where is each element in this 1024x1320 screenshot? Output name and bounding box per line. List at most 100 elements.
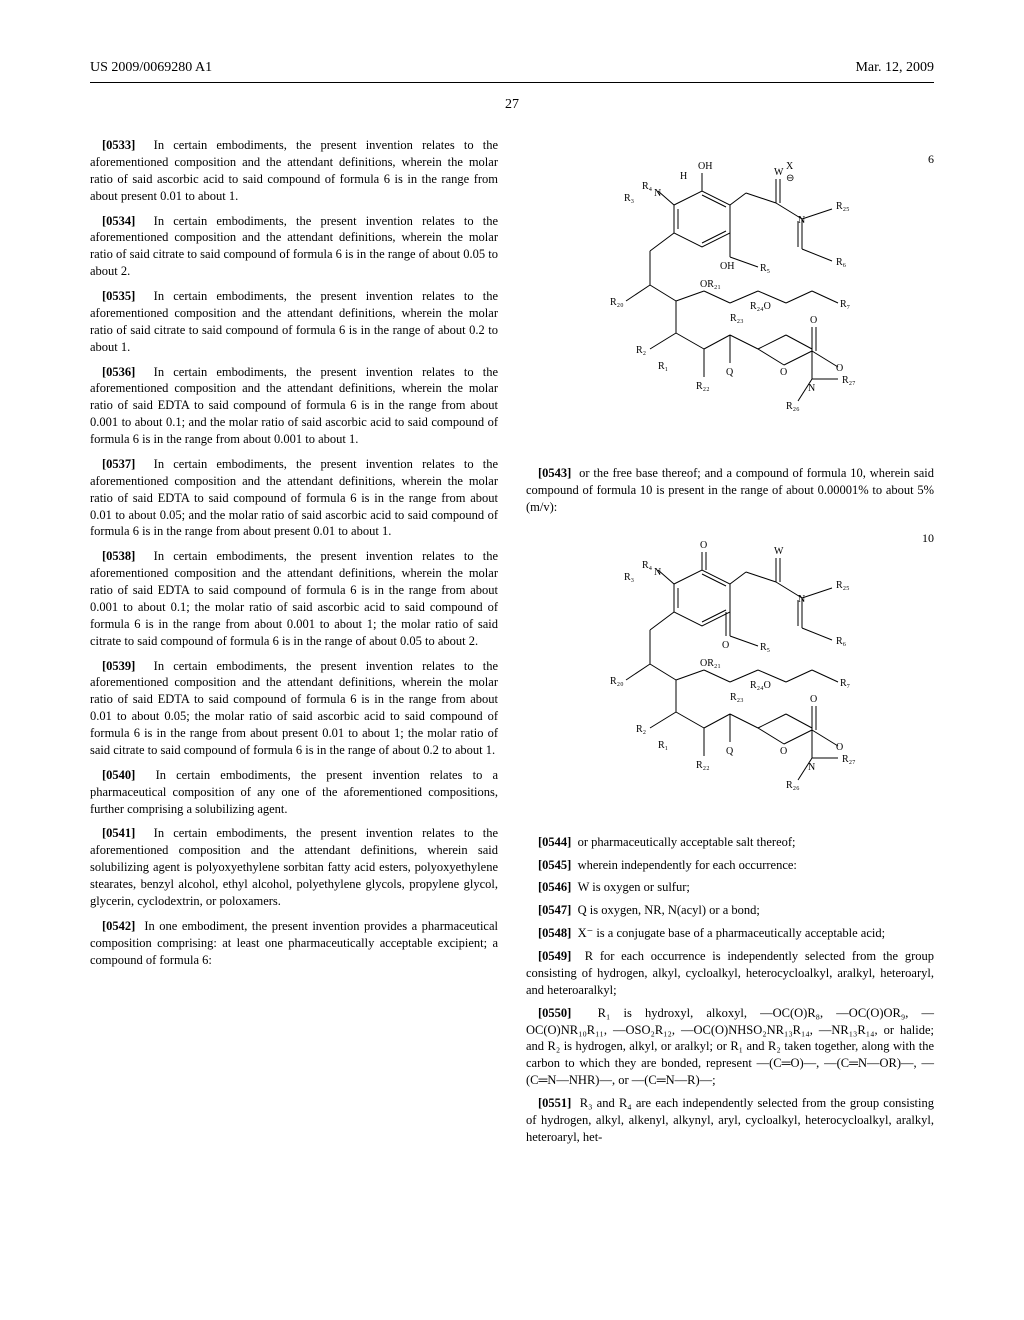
svg-text:R₃: R₃ [624,572,634,583]
svg-text:R₂₇: R₂₇ [842,375,856,386]
paragraph: [0546] W is oxygen or sulfur; [526,879,934,896]
para-text: Q is oxygen, NR, N(acyl) or a bond; [578,903,760,917]
svg-text:W: W [774,546,784,557]
svg-text:R₁: R₁ [658,361,668,372]
paragraph: [0550] R₁ is hydroxyl, alkoxyl, —OC(O)R₈… [526,1005,934,1089]
svg-text:R₂₅: R₂₅ [836,201,850,212]
svg-text:O: O [836,363,843,374]
para-text: R₃ and R₄ are each independently selecte… [526,1096,934,1144]
svg-text:R₂₆: R₂₆ [786,780,800,791]
para-num: [0533] [102,138,135,152]
paragraph: [0551] R₃ and R₄ are each independently … [526,1095,934,1146]
para-num: [0534] [102,214,135,228]
para-num: [0545] [538,858,571,872]
para-text: wherein independently for each occurrenc… [578,858,797,872]
svg-text:R₂₇: R₂₇ [842,754,856,765]
molecule-icon: R₄ H OH X ⊖ R₃ N W R₂₅ N OH R₅ R₆ [580,151,880,451]
paragraph: [0542] In one embodiment, the present in… [90,918,498,969]
svg-text:R₂: R₂ [636,724,646,735]
para-text: R for each occurrence is independently s… [526,949,934,997]
para-num: [0539] [102,659,135,673]
svg-text:OR₂₁: OR₂₁ [700,279,721,290]
paragraph: [0533] In certain embodiments, the prese… [90,137,498,205]
para-num: [0548] [538,926,571,940]
svg-text:R₂₆: R₂₆ [786,401,800,412]
para-text: In one embodiment, the present invention… [90,919,498,967]
svg-text:R₂₂: R₂₂ [696,760,710,771]
svg-text:N: N [654,567,661,578]
paragraph: [0536] In certain embodiments, the prese… [90,364,498,448]
para-num: [0540] [102,768,135,782]
para-text: or pharmaceutically acceptable salt ther… [578,835,796,849]
svg-text:R₄: R₄ [642,181,653,192]
para-num: [0536] [102,365,135,379]
para-num: [0549] [538,949,571,963]
para-num: [0550] [538,1006,571,1020]
paragraph: [0544] or pharmaceutically acceptable sa… [526,834,934,851]
para-num: [0543] [538,466,571,480]
page-number: 27 [90,97,934,113]
svg-text:N: N [654,188,661,199]
svg-text:R₇: R₇ [840,299,850,310]
svg-text:⊖: ⊖ [786,173,794,184]
svg-text:O: O [810,694,817,705]
svg-text:O: O [780,367,787,378]
para-num: [0547] [538,903,571,917]
right-column: 6 [526,137,934,1152]
svg-text:R₂₃: R₂₃ [730,313,744,324]
paragraph: [0547] Q is oxygen, NR, N(acyl) or a bon… [526,902,934,919]
svg-text:O: O [700,540,707,551]
paragraph: [0545] wherein independently for each oc… [526,857,934,874]
header-rule [90,82,934,83]
two-column-layout: [0533] In certain embodiments, the prese… [90,137,934,1152]
para-num: [0538] [102,549,135,563]
para-text: or the free base thereof; and a compound… [526,466,934,514]
svg-text:R₅: R₅ [760,263,770,274]
svg-text:R₁: R₁ [658,740,668,751]
para-text: In certain embodiments, the present inve… [90,549,498,647]
svg-text:R₂₃: R₂₃ [730,692,744,703]
svg-text:Q: Q [726,367,734,378]
svg-text:N: N [798,594,805,605]
para-text: In certain embodiments, the present inve… [90,659,498,757]
para-num: [0551] [538,1096,571,1110]
para-text: In certain embodiments, the present inve… [90,214,498,279]
para-text: R₁ is hydroxyl, alkoxyl, —OC(O)R₈, —OC(O… [526,1006,934,1088]
svg-text:N: N [808,383,815,394]
paragraph: [0539] In certain embodiments, the prese… [90,658,498,759]
svg-text:OR₂₁: OR₂₁ [700,658,721,669]
svg-text:R₆: R₆ [836,257,847,268]
para-text: In certain embodiments, the present inve… [90,289,498,354]
svg-text:R₆: R₆ [836,636,847,647]
para-text: X⁻ is a conjugate base of a pharmaceutic… [578,926,886,940]
para-num: [0535] [102,289,135,303]
left-column: [0533] In certain embodiments, the prese… [90,137,498,1152]
para-text: W is oxygen or sulfur; [578,880,690,894]
paragraph: [0541] In certain embodiments, the prese… [90,825,498,909]
svg-text:R₂₄O: R₂₄O [750,680,771,691]
svg-text:R₂₀: R₂₀ [610,676,624,687]
para-num: [0542] [102,919,135,933]
paragraph: [0543] or the free base thereof; and a c… [526,465,934,516]
svg-text:R₇: R₇ [840,678,850,689]
svg-text:R₂₄O: R₂₄O [750,301,771,312]
para-text: In certain embodiments, the present inve… [90,768,498,816]
svg-text:H: H [680,171,687,182]
svg-text:R₅: R₅ [760,642,770,653]
svg-text:O: O [810,315,817,326]
para-num: [0541] [102,826,135,840]
formula-number: 10 [922,530,934,546]
svg-text:X: X [786,161,794,172]
para-num: [0546] [538,880,571,894]
paragraph: [0549] R for each occurrence is independ… [526,948,934,999]
svg-text:R₃: R₃ [624,193,634,204]
para-num: [0537] [102,457,135,471]
paragraph: [0535] In certain embodiments, the prese… [90,288,498,356]
svg-text:O: O [836,742,843,753]
para-text: In certain embodiments, the present inve… [90,826,498,908]
svg-text:OH: OH [698,161,712,172]
patent-id: US 2009/0069280 A1 [90,60,212,76]
paragraph: [0538] In certain embodiments, the prese… [90,548,498,649]
chemical-structure-6: 6 [526,151,934,451]
patent-date: Mar. 12, 2009 [855,60,934,76]
